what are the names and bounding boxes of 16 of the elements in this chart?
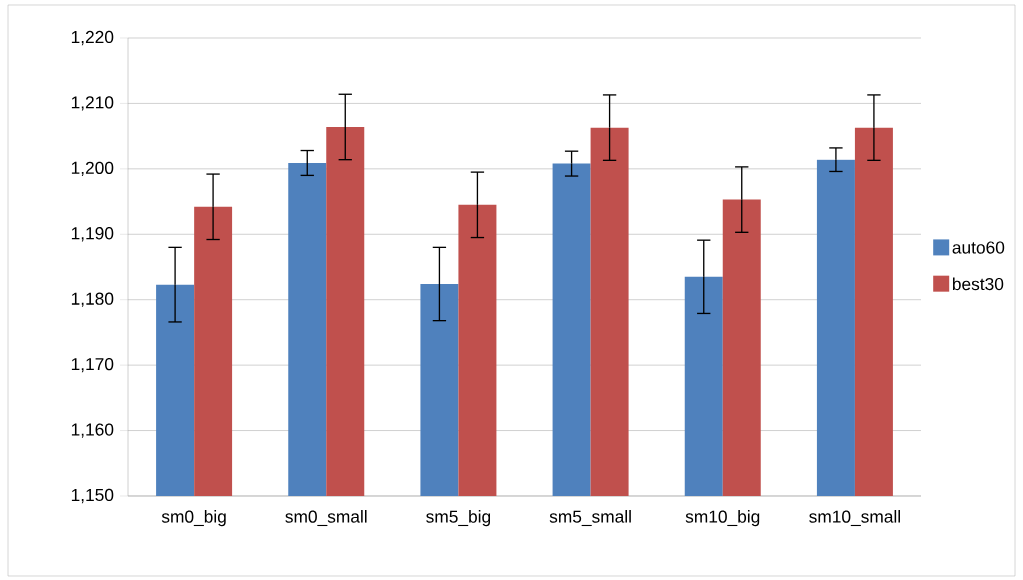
x-tick-label: sm5_small [549, 510, 631, 527]
x-tick-label: sm10_small [809, 510, 900, 527]
y-tick-label: 1,190 [71, 227, 114, 242]
legend-label: auto60 [952, 241, 1005, 254]
y-tick-label: 1,150 [71, 488, 114, 504]
x-tick-label: sm0_big [161, 510, 226, 527]
y-tick-label: 1,200 [71, 161, 114, 177]
y-tick-label: 1,160 [71, 423, 114, 438]
y-tick-label: 1,210 [71, 96, 114, 111]
x-tick-label: sm10_big [685, 510, 760, 527]
y-tick-label: 1,180 [71, 292, 114, 307]
y-tick-label: 1,170 [71, 357, 114, 373]
x-tick-label: sm5_big [426, 510, 491, 527]
y-tick-label: 1,220 [71, 30, 114, 46]
legend-label: best30 [952, 277, 1004, 291]
x-tick-label: sm0_small [285, 510, 367, 527]
